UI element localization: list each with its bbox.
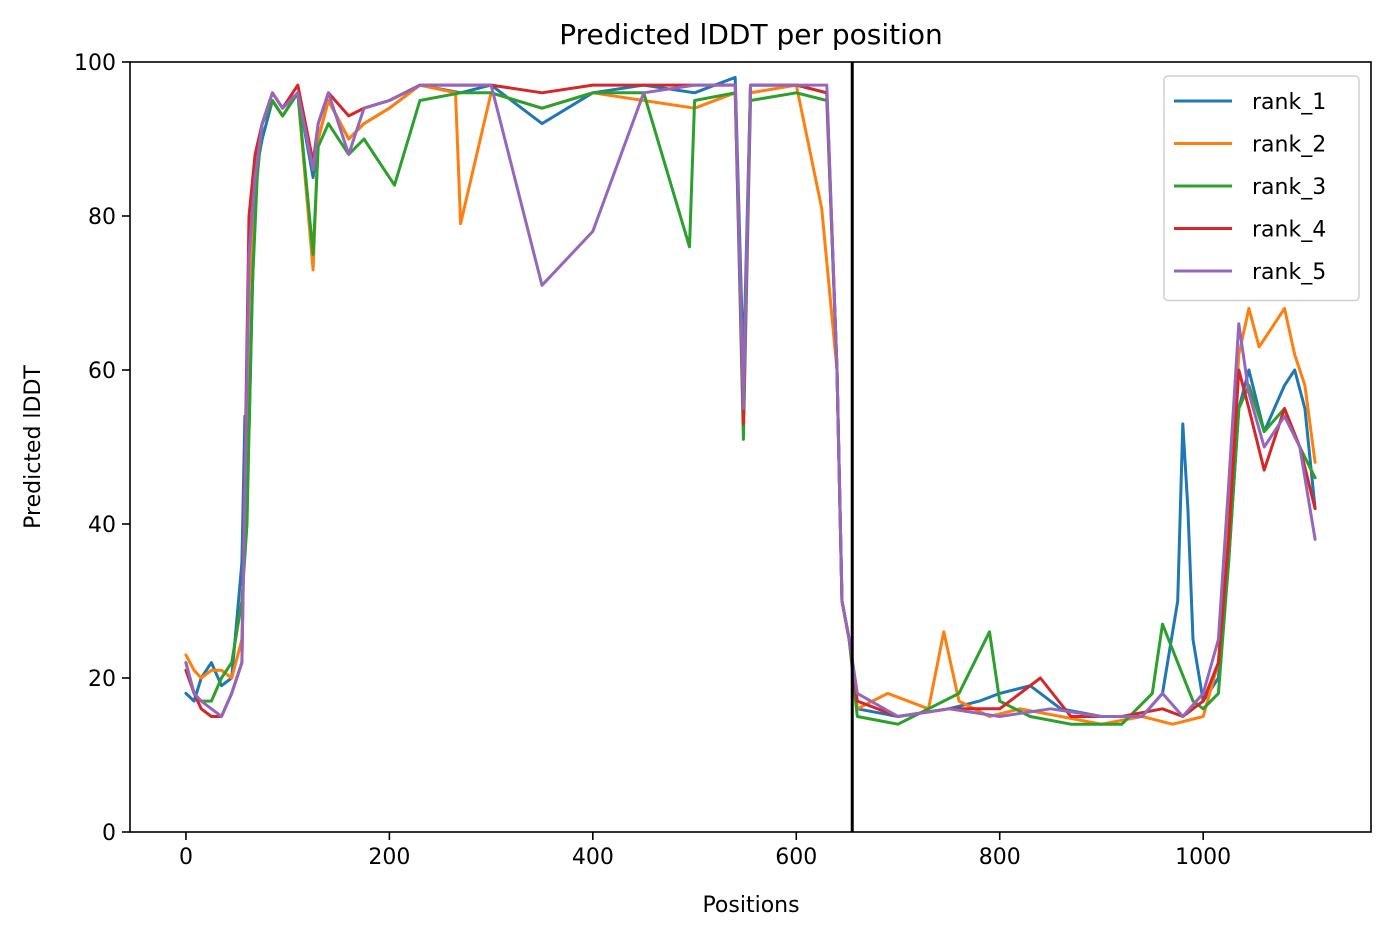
x-axis: 0 200 400 600 800 1000: [179, 832, 1231, 870]
y-tick-label: 60: [88, 359, 116, 384]
chart-title: Predicted lDDT per position: [559, 18, 943, 51]
legend-entry-label: rank_4: [1252, 218, 1326, 243]
y-tick-label: 40: [88, 513, 116, 538]
x-tick-label: 800: [979, 845, 1021, 870]
y-tick-label: 20: [88, 667, 116, 692]
axes-frame: [129, 61, 1372, 833]
series-line-rank-5: [184, 83, 1317, 718]
legend-entry-label: rank_5: [1252, 260, 1326, 285]
y-tick-label: 100: [74, 51, 116, 76]
y-tick-label: 80: [88, 205, 116, 230]
y-axis: 0 20 40 60 80 100: [74, 51, 130, 846]
x-tick-label: 0: [179, 845, 193, 870]
legend-entry-label: rank_1: [1252, 90, 1326, 115]
y-tick-label: 0: [102, 821, 116, 846]
y-axis-label: Predicted lDDT: [21, 365, 46, 529]
x-tick-label: 200: [368, 845, 410, 870]
legend: rank_1 rank_2 rank_3 rank_4 rank_5: [1163, 75, 1360, 302]
plot-area: [184, 62, 1317, 832]
legend-entry-label: rank_3: [1252, 175, 1326, 200]
legend-box: [1163, 75, 1360, 302]
x-axis-label: Positions: [702, 893, 799, 918]
legend-entry-label: rank_2: [1252, 133, 1326, 158]
x-tick-label: 600: [775, 845, 817, 870]
x-tick-label: 1000: [1175, 845, 1231, 870]
x-tick-label: 400: [572, 845, 614, 870]
